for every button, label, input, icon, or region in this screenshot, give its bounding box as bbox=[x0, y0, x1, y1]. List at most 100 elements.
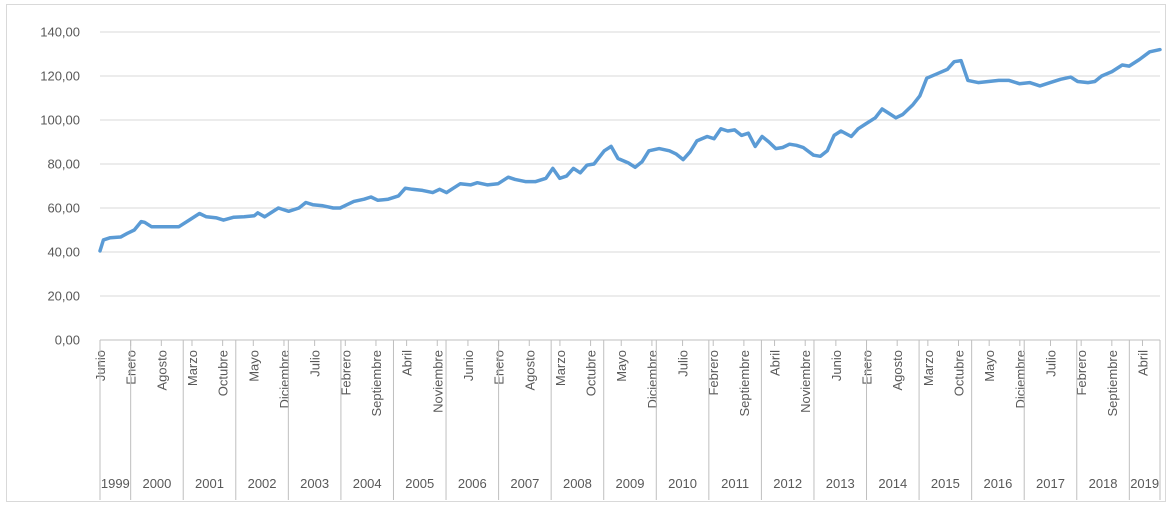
data-point bbox=[572, 167, 574, 169]
data-point bbox=[826, 150, 828, 152]
series-line bbox=[98, 47, 1162, 253]
data-point bbox=[761, 135, 763, 137]
data-point bbox=[1100, 75, 1102, 77]
data-point bbox=[552, 167, 554, 169]
data-point bbox=[133, 229, 135, 231]
data-point bbox=[586, 164, 588, 166]
y-tick-label: 40,00 bbox=[47, 245, 80, 260]
data-point bbox=[850, 135, 852, 137]
data-point bbox=[119, 236, 121, 238]
x-year-label: 2002 bbox=[248, 476, 277, 491]
data-point bbox=[788, 143, 790, 145]
data-point bbox=[243, 216, 245, 218]
data-point bbox=[565, 175, 567, 177]
x-month-label: Marzo bbox=[185, 350, 200, 386]
data-point bbox=[864, 123, 866, 125]
data-point bbox=[311, 204, 313, 206]
data-point bbox=[727, 130, 729, 132]
data-point bbox=[675, 153, 677, 155]
data-point bbox=[967, 79, 969, 81]
data-point bbox=[263, 216, 265, 218]
x-month-label: Febrero bbox=[338, 350, 353, 396]
x-year-label: 2017 bbox=[1036, 476, 1065, 491]
x-year-label: 2018 bbox=[1089, 476, 1118, 491]
data-point bbox=[593, 163, 595, 165]
data-point bbox=[919, 95, 921, 97]
data-point bbox=[1070, 76, 1072, 78]
data-point bbox=[277, 207, 279, 209]
data-point bbox=[233, 216, 235, 218]
x-month-label: Febrero bbox=[1074, 350, 1089, 396]
data-point bbox=[902, 113, 904, 115]
data-point bbox=[215, 217, 217, 219]
x-month-label: Octubre bbox=[952, 350, 967, 396]
data-point bbox=[438, 188, 440, 190]
data-point bbox=[140, 220, 142, 222]
data-point bbox=[1087, 81, 1089, 83]
data-point bbox=[754, 145, 756, 147]
x-month-label: Junio bbox=[461, 350, 476, 381]
data-point bbox=[610, 145, 612, 147]
data-point bbox=[322, 205, 324, 207]
data-point bbox=[497, 183, 499, 185]
data-point bbox=[689, 151, 691, 153]
data-point bbox=[432, 191, 434, 193]
data-point bbox=[305, 201, 307, 203]
data-point bbox=[143, 221, 145, 223]
x-month-label: Marzo bbox=[553, 350, 568, 386]
y-tick-label: 60,00 bbox=[47, 201, 80, 216]
x-month-label: Julio bbox=[676, 350, 691, 377]
y-tick-label: 100,00 bbox=[40, 113, 80, 128]
x-month-label: Agosto bbox=[890, 350, 905, 390]
y-tick-label: 20,00 bbox=[47, 289, 80, 304]
data-point bbox=[795, 144, 797, 146]
data-point bbox=[404, 187, 406, 189]
data-point bbox=[387, 198, 389, 200]
data-point bbox=[603, 150, 605, 152]
x-year-label: 2019 bbox=[1130, 476, 1159, 491]
data-point bbox=[682, 158, 684, 160]
data-point bbox=[370, 196, 372, 198]
x-month-label: Septiembre bbox=[1105, 350, 1120, 416]
x-month-label: Septiembre bbox=[369, 350, 384, 416]
data-point bbox=[987, 80, 989, 82]
data-point bbox=[332, 207, 334, 209]
data-point bbox=[298, 207, 300, 209]
data-point bbox=[545, 177, 547, 179]
data-point bbox=[198, 212, 200, 214]
x-month-label: Mayo bbox=[614, 350, 629, 382]
data-point bbox=[977, 81, 979, 83]
data-point bbox=[476, 182, 478, 184]
data-point bbox=[706, 135, 708, 137]
data-point bbox=[634, 166, 636, 168]
y-tick-label: 0,00 bbox=[55, 333, 80, 348]
data-point bbox=[1018, 83, 1020, 85]
data-point bbox=[888, 112, 890, 114]
data-point bbox=[926, 77, 928, 79]
x-month-label: Abril bbox=[768, 350, 783, 376]
data-point bbox=[912, 103, 914, 105]
data-point bbox=[740, 134, 742, 136]
data-point bbox=[895, 117, 897, 119]
x-month-label: Abril bbox=[1135, 350, 1150, 376]
data-point bbox=[445, 191, 447, 193]
x-month-label: Mayo bbox=[982, 350, 997, 382]
data-point bbox=[579, 172, 581, 174]
data-point bbox=[469, 184, 471, 186]
x-year-label: 2014 bbox=[878, 476, 907, 491]
x-month-label: Noviembre bbox=[798, 350, 813, 413]
data-point bbox=[1121, 64, 1123, 66]
x-month-label: Julio bbox=[308, 350, 323, 377]
data-point bbox=[998, 79, 1000, 81]
data-point bbox=[188, 219, 190, 221]
x-month-label: Agosto bbox=[522, 350, 537, 390]
data-point bbox=[627, 162, 629, 164]
data-point bbox=[833, 134, 835, 136]
data-point bbox=[881, 108, 883, 110]
x-month-label: Diciembre bbox=[645, 350, 660, 409]
x-month-label: Agosto bbox=[154, 350, 169, 390]
y-tick-label: 80,00 bbox=[47, 157, 80, 172]
data-point bbox=[353, 200, 355, 202]
data-point bbox=[812, 154, 814, 156]
data-point bbox=[960, 59, 962, 61]
